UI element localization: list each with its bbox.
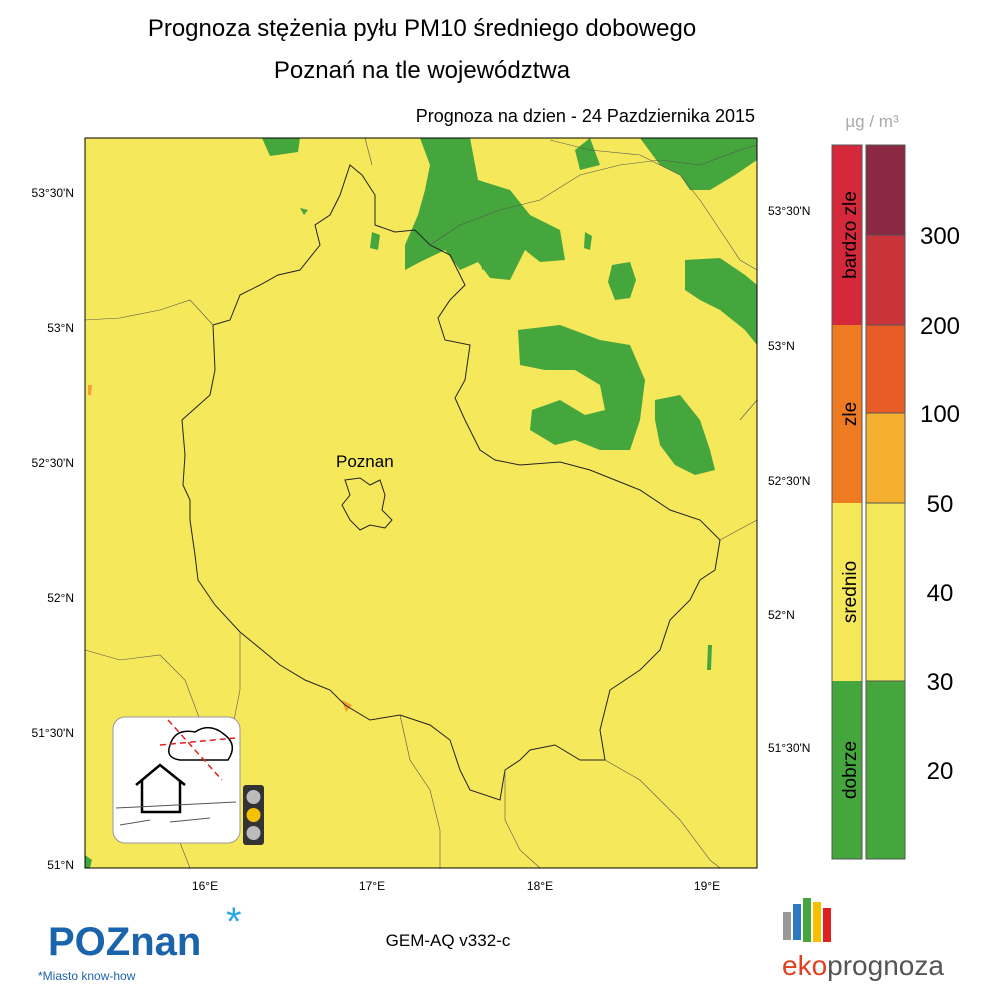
map: Poznan xyxy=(84,137,758,869)
category-label: srednio xyxy=(840,561,861,623)
category-band xyxy=(832,681,862,859)
logo-left: POZnan xyxy=(48,920,201,964)
map-frame xyxy=(84,137,758,869)
unit-label: µg / m³ xyxy=(845,112,899,131)
threshold-label: 30 xyxy=(927,669,954,696)
threshold-label: 50 xyxy=(927,491,954,518)
subtitle: Poznań na tle województwa xyxy=(274,57,571,84)
lon-label: 16°E xyxy=(192,879,218,893)
lat-labels-right: 53°30'N 53°N 52°30'N 52°N 51°30'N xyxy=(768,204,810,755)
lon-label: 17°E xyxy=(359,879,385,893)
city-border xyxy=(341,477,393,531)
lon-label: 18°E xyxy=(527,879,553,893)
title: Prognoza stężenia pyłu PM10 średniego do… xyxy=(148,15,696,42)
category-label: dobrze xyxy=(840,741,861,799)
logo-prognoza: prognoza xyxy=(827,950,944,981)
threshold-labels: 300 200 100 50 40 30 20 xyxy=(920,223,960,785)
level-separators xyxy=(866,234,905,682)
voivodeship-border xyxy=(181,164,721,801)
threshold-label: 300 xyxy=(920,223,960,250)
category-band xyxy=(832,145,862,325)
threshold-label: 100 xyxy=(920,401,960,428)
icon xyxy=(112,716,264,845)
lat-label: 52°N xyxy=(47,591,74,605)
tagline: *Miasto know-how xyxy=(38,969,136,983)
lon-labels: 16°E 17°E 18°E 19°E xyxy=(192,879,720,893)
level-band xyxy=(866,681,905,859)
level-band xyxy=(866,413,905,503)
level-band xyxy=(866,325,905,413)
lat-label: 52°30'N xyxy=(32,456,74,470)
threshold-label: 20 xyxy=(927,758,954,785)
category-label: bardzo zle xyxy=(840,191,861,279)
category-label: zle xyxy=(840,402,861,426)
city-label: Poznan xyxy=(336,452,394,471)
lat-label: 51°30'N xyxy=(768,741,810,755)
date-line: Prognoza na dzien - 24 Pazdziernika 2015 xyxy=(416,106,755,126)
logo-eko: eko xyxy=(782,950,827,981)
category-labels: bardzo zle zle srednio dobrze xyxy=(840,191,861,799)
category-band xyxy=(832,503,862,681)
logo-star: * xyxy=(226,900,242,944)
model-label: GEM-AQ v332-c xyxy=(386,931,511,950)
level-band xyxy=(866,503,905,681)
lat-label: 53°30'N xyxy=(32,186,74,200)
level-band xyxy=(866,235,905,325)
lat-label: 53°N xyxy=(768,339,795,353)
legend-frame xyxy=(831,144,863,860)
legend-frame xyxy=(865,144,906,860)
threshold-label: 40 xyxy=(927,580,954,607)
threshold-label: 200 xyxy=(920,313,960,340)
lat-labels-left: 53°30'N 53°N 52°30'N 52°N 51°30'N 51°N xyxy=(32,186,74,872)
lat-label: 53°N xyxy=(47,321,74,335)
lat-label: 51°N xyxy=(47,858,74,872)
lat-label: 52°N xyxy=(768,608,795,622)
lat-label: 51°30'N xyxy=(32,726,74,740)
lon-label: 19°E xyxy=(694,879,720,893)
level-band xyxy=(866,145,905,235)
category-band xyxy=(832,325,862,503)
logo-right: ekoprognoza xyxy=(782,950,944,981)
lat-label: 53°30'N xyxy=(768,204,810,218)
logo-bars xyxy=(783,898,831,942)
clean-air-areas xyxy=(85,138,757,868)
moderate-area xyxy=(88,385,92,395)
legend xyxy=(831,144,906,860)
lat-label: 52°30'N xyxy=(768,474,810,488)
